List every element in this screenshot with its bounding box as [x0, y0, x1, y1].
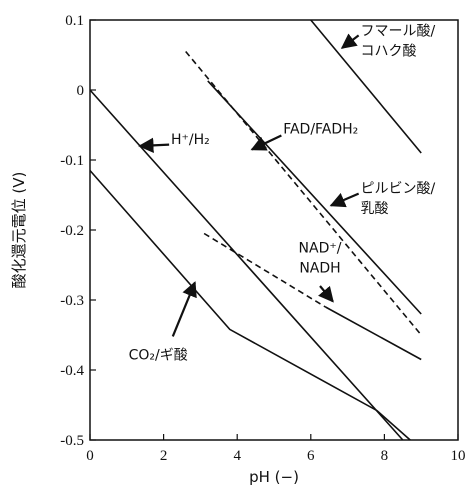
y-axis: 0.1 0 -0.1 -0.2 -0.3 -0.4 -0.5 — [60, 13, 96, 449]
x-axis: 0 2 4 6 8 10 — [86, 434, 466, 464]
series-label: NAD⁺/ — [299, 241, 342, 257]
y-tick-label: 0.1 — [65, 13, 84, 29]
plot-frame — [89, 19, 459, 441]
series-label: FAD/FADH₂ — [283, 122, 358, 138]
series-line-series — [207, 80, 422, 315]
annotation-arrow — [171, 281, 197, 337]
x-tick-label: 4 — [233, 448, 241, 464]
y-tick-label: -0.4 — [60, 363, 84, 379]
x-tick-label: 6 — [307, 448, 315, 464]
x-tick-label: 10 — [451, 448, 466, 464]
x-tick-label: 0 — [86, 448, 94, 464]
series-layer — [89, 19, 422, 441]
annotation-arrow — [318, 285, 334, 303]
x-axis-title: pH (−) — [249, 468, 299, 486]
series-label: コハク酸 — [360, 44, 416, 60]
series-label: CO₂/ギ酸 — [129, 348, 188, 364]
x-tick-label: 2 — [160, 448, 168, 464]
y-tick-label: -0.2 — [60, 223, 84, 239]
series-label: 乳酸 — [360, 201, 388, 217]
annotation-arrow — [329, 192, 360, 208]
series-label: ピルビン酸/ — [360, 181, 435, 197]
series-line-co2 — [89, 169, 411, 441]
series-label: NADH — [299, 261, 340, 277]
series-line-series — [310, 19, 422, 154]
series-line-nad-nadh — [203, 232, 326, 308]
series-line-nad-nadh — [325, 306, 422, 361]
annotation-arrow — [138, 137, 170, 154]
y-axis-title: 酸化還元電位 (V) — [10, 172, 28, 289]
annotation-arrow — [250, 134, 282, 151]
annotation-layer: フマール酸/コハク酸 FAD/FADH₂ H⁺/H₂ ピルビン酸/乳酸 NAD⁺/ NAD… — [129, 24, 436, 364]
series-line-h-h2 — [89, 89, 404, 441]
x-tick-label: 8 — [381, 448, 389, 464]
y-tick-label: -0.1 — [60, 153, 84, 169]
series-label: H⁺/H₂ — [171, 132, 210, 148]
annotation-arrow — [340, 33, 360, 49]
y-tick-label: -0.3 — [60, 293, 84, 309]
series-label: フマール酸/ — [360, 24, 435, 40]
y-tick-label: -0.5 — [60, 433, 84, 449]
y-tick-label: 0 — [77, 83, 85, 99]
